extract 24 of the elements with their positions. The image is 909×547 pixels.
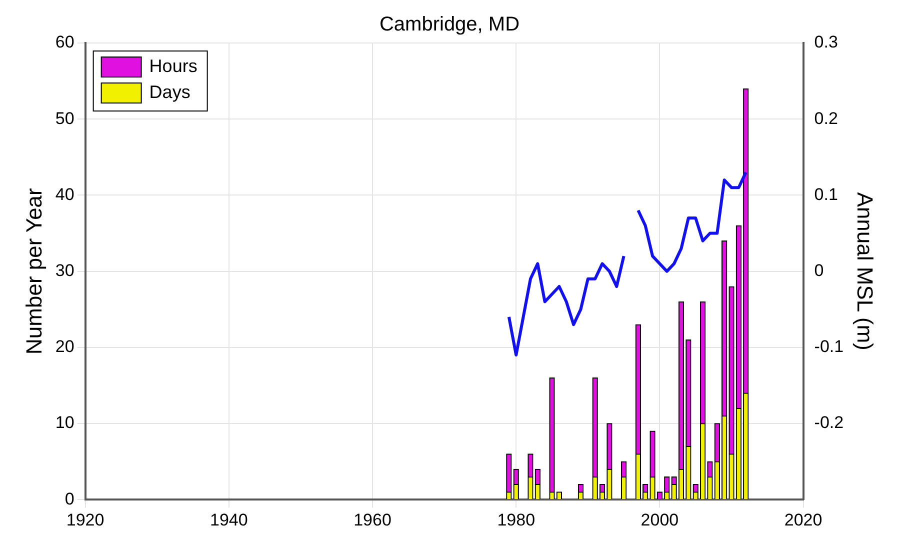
y2-tick-label: 0.3 bbox=[814, 32, 838, 52]
x-tick-label: 1920 bbox=[66, 510, 104, 530]
legend-label: Days bbox=[149, 82, 190, 102]
y2-tick-label: 0 bbox=[814, 260, 824, 280]
y-tick-label: 0 bbox=[64, 489, 74, 508]
y-tick-label: 60 bbox=[55, 32, 74, 52]
y2-axis-title: Annual MSL (m) bbox=[852, 192, 878, 350]
x-tick-label: 2000 bbox=[640, 510, 679, 530]
y-tick-label: 40 bbox=[55, 184, 74, 204]
y2-tick-label: -0.2 bbox=[814, 413, 844, 432]
x-tick-label: 1960 bbox=[354, 510, 392, 530]
y-tick-label: 10 bbox=[55, 413, 74, 432]
y2-tick-label: -0.1 bbox=[814, 337, 844, 356]
y2-tick-label: 0.2 bbox=[814, 108, 838, 128]
y-tick-label: 30 bbox=[55, 260, 74, 280]
y-axis-title: Number per Year bbox=[21, 188, 46, 354]
x-tick-label: 2020 bbox=[784, 510, 822, 530]
x-tick-label: 1980 bbox=[497, 510, 536, 530]
chart-title: Cambridge, MD bbox=[379, 14, 520, 36]
x-tick-label: 1940 bbox=[210, 510, 248, 530]
y-tick-label: 50 bbox=[55, 108, 74, 128]
y-tick-label: 20 bbox=[55, 337, 74, 356]
y2-tick-label: 0.1 bbox=[814, 184, 838, 204]
legend-label: Hours bbox=[149, 56, 198, 76]
